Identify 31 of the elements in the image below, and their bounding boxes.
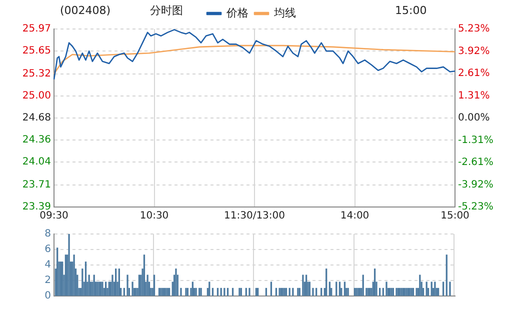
y-tick-label: 0 (44, 290, 51, 302)
x-tick-label: 10:30 (140, 210, 169, 222)
y-tick-label: 2 (44, 275, 51, 286)
y-tick-label: 4 (44, 260, 51, 271)
y2-tick-label: 1.31% (458, 90, 490, 102)
y2-tick-label: -3.92% (458, 179, 494, 190)
text: 15:00 (395, 4, 427, 17)
y2-tick-label: -1.31% (458, 134, 494, 146)
y-tick-label: 6 (44, 244, 51, 256)
y-tick-label: 25.65 (22, 46, 51, 57)
y-tick-label: 8 (44, 228, 51, 240)
y2-tick-label: 0.00% (458, 112, 490, 124)
y-tick-label: 23.71 (22, 180, 51, 191)
x-tick-label: 11:30/13:00 (224, 210, 286, 222)
legend-label: 均线 (273, 6, 296, 20)
y-tick-label: 25.32 (22, 68, 51, 80)
y-tick-label: 24.36 (22, 134, 51, 146)
legend-label: 价格 (226, 6, 248, 20)
y-tick-label: 24.04 (22, 156, 51, 168)
x-tick-label: 15:00 (440, 210, 470, 222)
y-tick-label: 25.97 (22, 24, 51, 35)
x-tick-label: 14:00 (340, 210, 370, 222)
x-tick-label: 09:30 (40, 210, 68, 222)
y-tick-label: 25.00 (22, 90, 51, 102)
y2-tick-label: -2.61% (458, 157, 494, 168)
chart-subtitle: 分时图 (150, 4, 183, 17)
y2-tick-label: 5.23% (458, 24, 490, 35)
y-tick-label: 24.68 (22, 112, 51, 124)
chart-title: (002408) (60, 4, 111, 17)
y2-tick-label: 3.92% (458, 46, 490, 57)
y2-tick-label: 2.61% (458, 68, 490, 80)
